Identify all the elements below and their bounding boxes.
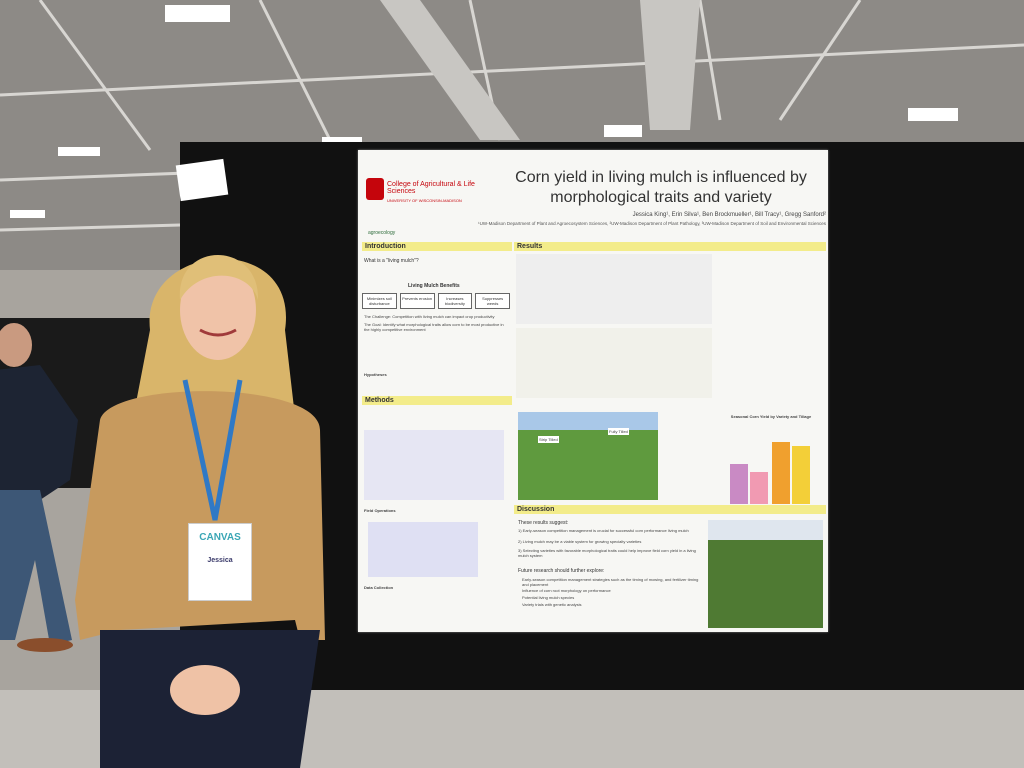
section-header: Discussion bbox=[514, 505, 826, 514]
section-header: Methods bbox=[362, 396, 512, 405]
poster: College of Agricultural & Life Sciences … bbox=[358, 150, 828, 632]
data-collection: Data Collection bbox=[364, 585, 394, 590]
results-plot bbox=[516, 254, 712, 324]
intro-question: What is a "living mulch"? bbox=[364, 258, 419, 264]
chart-title: Seasonal Corn Yield by Variety and Tilla… bbox=[730, 414, 812, 419]
bar-chart-graphic bbox=[730, 442, 810, 504]
name-badge: CANVAS Jessica bbox=[188, 523, 252, 601]
university-name: UNIVERSITY OF WISCONSIN-MADISON bbox=[387, 198, 462, 203]
authors: Jessica King¹, Erin Silva¹, Ben Brockmue… bbox=[632, 212, 826, 218]
badge-name: Jessica bbox=[207, 557, 233, 564]
benefit-box: Minimizes soil disturbance bbox=[362, 293, 397, 309]
poster-number-card bbox=[175, 158, 229, 202]
affiliations: ¹UW-Madison Department of Plant and Agro… bbox=[478, 221, 826, 226]
benefits-row: Minimizes soil disturbance Prevents eros… bbox=[362, 293, 510, 309]
sky bbox=[518, 412, 658, 430]
discussion-point: 3) Selecting varieties with favorable mo… bbox=[518, 548, 696, 558]
results-heatmaps bbox=[516, 328, 712, 398]
methods-diagram bbox=[364, 430, 504, 500]
timeline bbox=[368, 522, 478, 577]
future-point: Influence of corn root morphology on per… bbox=[522, 588, 611, 593]
college-name: College of Agricultural & Life Sciences bbox=[387, 181, 475, 195]
challenge: The Challenge: Competition with living m… bbox=[364, 314, 495, 319]
benefits-title: Living Mulch Benefits bbox=[408, 283, 460, 289]
person-background bbox=[0, 323, 78, 652]
discussion-point: 1) Early-season competition management i… bbox=[518, 528, 689, 533]
program-name: agroecology bbox=[368, 230, 396, 236]
goal: The Goal: Identify what morphological tr… bbox=[364, 322, 504, 332]
section-header: Results bbox=[514, 242, 826, 251]
future-point: Variety trials with genetic analysis bbox=[522, 602, 582, 607]
duct bbox=[640, 0, 700, 130]
section-header: Introduction bbox=[362, 242, 512, 251]
sky bbox=[708, 520, 823, 540]
photo-label: Fully Tilled bbox=[608, 428, 629, 435]
field-operations: Field Operations bbox=[364, 508, 396, 513]
bar-graphic bbox=[730, 464, 748, 504]
benefit-box: Increases biodiversity bbox=[437, 293, 473, 309]
duct bbox=[380, 0, 520, 140]
benefit-box: Suppresses weeds bbox=[475, 293, 510, 309]
discussion-point: 2) Living mulch may be a viable system f… bbox=[518, 539, 642, 544]
bar-graphic bbox=[792, 446, 810, 504]
future-point: Early-season competition management stra… bbox=[522, 577, 699, 587]
poster-title: Corn yield in living mulch is influenced… bbox=[515, 169, 807, 206]
benefit-box: Prevents erosion bbox=[399, 293, 435, 309]
person bbox=[75, 255, 325, 768]
bar-graphic bbox=[772, 442, 790, 504]
discussion-intro: These results suggest: bbox=[518, 520, 569, 526]
hypotheses: Hypotheses bbox=[364, 372, 387, 377]
future-point: Potential living mulch species bbox=[522, 595, 575, 600]
future-intro: Future research should further explore: bbox=[518, 568, 605, 574]
photo-label: Strip Tilled bbox=[538, 436, 559, 443]
uw-crest bbox=[366, 178, 384, 200]
badge-event: CANVAS bbox=[199, 532, 241, 543]
bar-graphic bbox=[750, 472, 768, 504]
